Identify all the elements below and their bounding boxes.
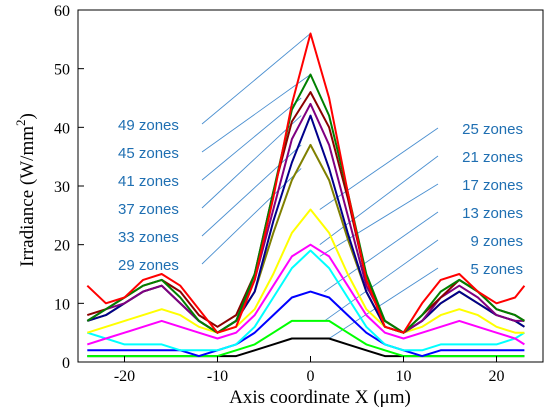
x-axis: -20 -10 0 10 20 <box>114 356 505 385</box>
series-line-21-zones <box>86 243 525 346</box>
y-tick-label: 0 <box>62 355 70 372</box>
zone-labels: 49 zones 45 zones 41 zones 37 zones 33 zones… <box>118 117 523 278</box>
y-tick-label: 30 <box>54 179 70 196</box>
zone-label-right: 25 zones <box>462 121 523 138</box>
zone-label-left: 37 zones <box>118 201 179 218</box>
zone-label-left: 49 zones <box>118 117 179 134</box>
leader-line <box>328 267 439 339</box>
y-tick-label: 50 <box>54 62 70 79</box>
x-axis-title: Axis coordinate X (μm) <box>229 387 411 408</box>
series-layer <box>86 32 526 358</box>
zone-label-left: 45 zones <box>118 145 179 162</box>
zone-label-right: 9 zones <box>470 233 523 250</box>
zone-label-left: 29 zones <box>118 257 179 274</box>
zone-label-right: 13 zones <box>462 205 523 222</box>
leader-line <box>324 239 439 322</box>
series-line-17-zones <box>87 249 525 352</box>
series-line-45-zones <box>86 73 525 334</box>
x-tick-label: 10 <box>396 368 412 385</box>
y-axis-title-sup: 2 <box>13 119 28 126</box>
x-tick-label: -20 <box>114 368 135 385</box>
y-tick-label: 40 <box>54 120 70 137</box>
series-line-5-zones <box>87 337 525 358</box>
zone-label-right: 21 zones <box>462 149 523 166</box>
series-line-9-zones <box>87 319 525 358</box>
leader-line <box>201 33 311 125</box>
y-tick-label: 10 <box>54 296 70 313</box>
zone-label-right: 5 zones <box>470 261 523 278</box>
zone-label-left: 33 zones <box>118 229 179 246</box>
x-tick-label: -10 <box>207 368 228 385</box>
zone-label-left: 41 zones <box>118 173 179 190</box>
y-tick-label: 60 <box>54 3 70 20</box>
leader-line <box>319 155 439 246</box>
y-axis: 0 10 20 30 40 50 60 <box>54 3 84 372</box>
leader-line <box>319 127 439 210</box>
series-line-49-zones <box>86 32 526 334</box>
leader-line <box>201 74 311 153</box>
leader-line <box>201 115 302 209</box>
y-axis-title: Irradiance (W/mm2) <box>13 113 38 267</box>
leader-line <box>201 144 302 237</box>
series-line-37-zones <box>86 102 525 334</box>
zone-label-right: 17 zones <box>462 177 523 194</box>
series-line-13-zones <box>87 290 525 358</box>
x-tick-label: 0 <box>307 368 315 385</box>
y-tick-label: 20 <box>54 238 70 255</box>
leader-line <box>201 97 302 181</box>
y-axis-title-close: ) <box>17 113 38 119</box>
x-tick-label: 20 <box>489 368 505 385</box>
leader-line <box>319 183 439 257</box>
y-axis-title-main: Irradiance (W/mm <box>17 126 38 267</box>
annotation-leader-lines <box>201 33 439 339</box>
series-line-25-zones <box>86 208 525 334</box>
